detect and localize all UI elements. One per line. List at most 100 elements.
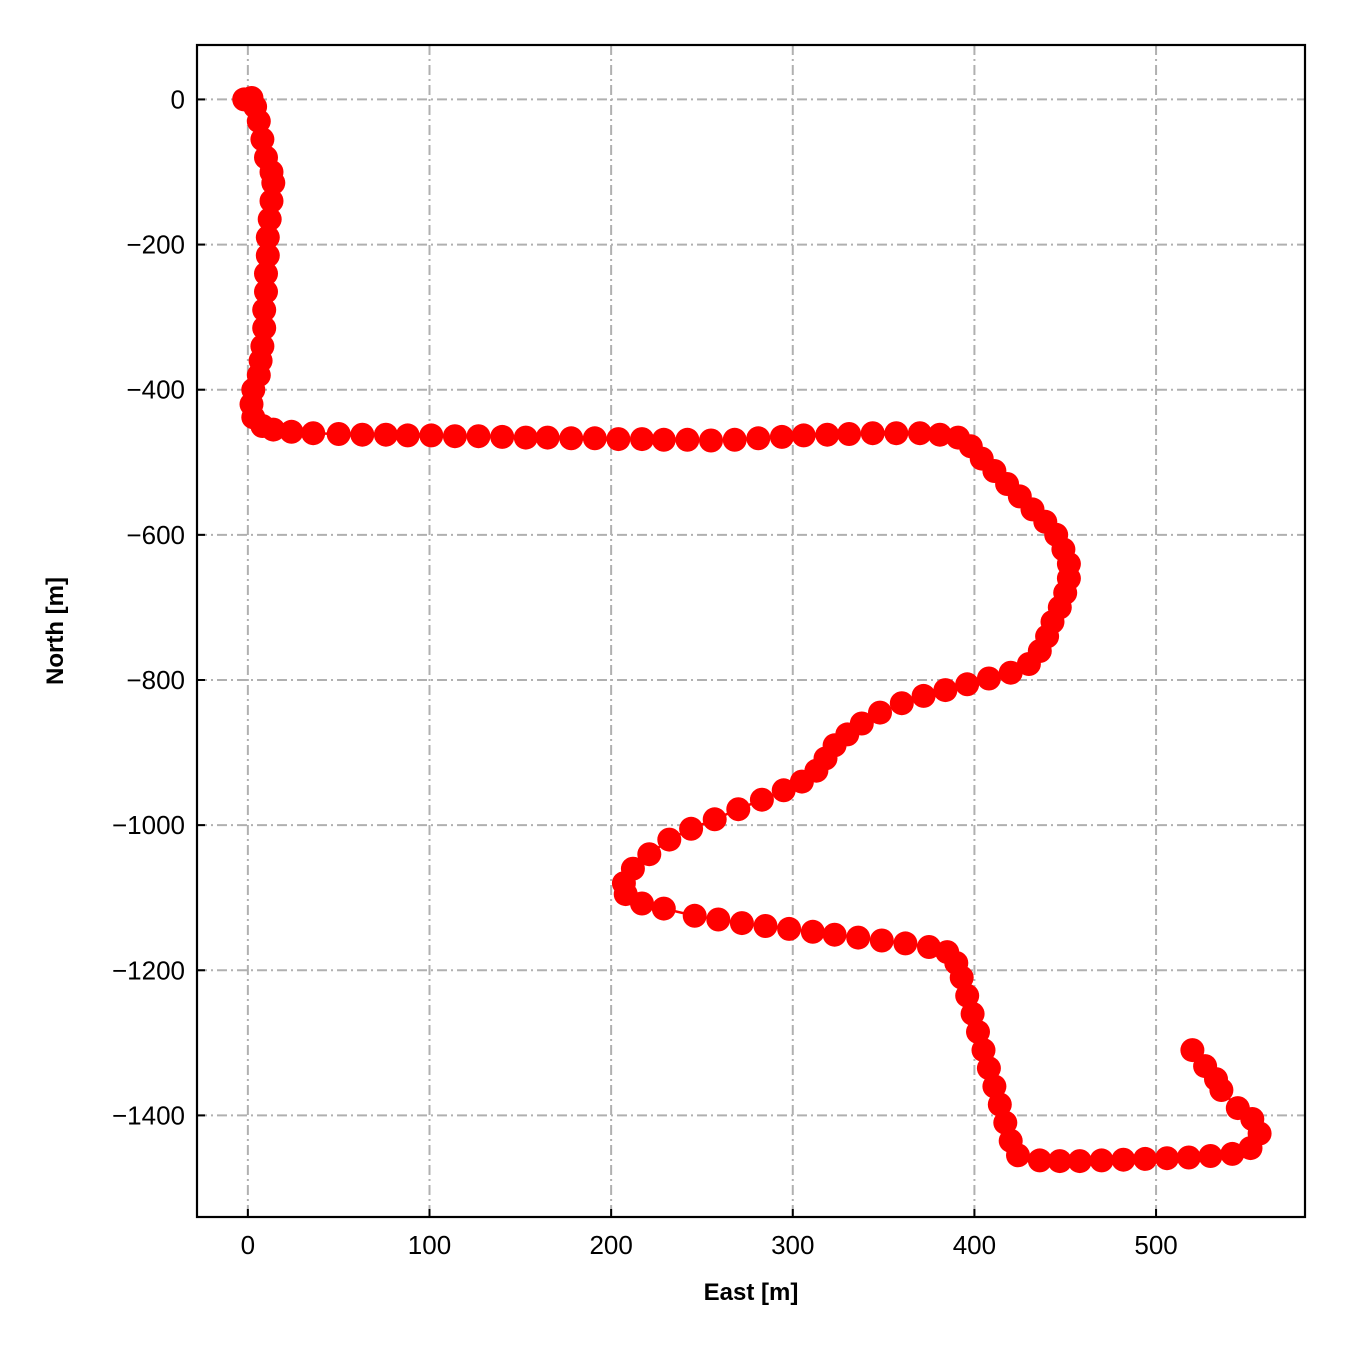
data-point bbox=[893, 931, 918, 956]
y-axis-title: North [m] bbox=[42, 577, 69, 685]
data-point bbox=[513, 425, 538, 450]
x-tick-label: 500 bbox=[1134, 1230, 1177, 1260]
x-tick-label: 200 bbox=[589, 1230, 632, 1260]
data-point bbox=[749, 787, 774, 812]
data-point bbox=[1198, 1144, 1223, 1168]
axis-ticks: 0 100 200 300 400 500 0 −200 −400 −600 −800 −1000 −1… bbox=[112, 84, 1178, 1260]
x-tick-label: 0 bbox=[241, 1230, 255, 1260]
data-point bbox=[442, 424, 467, 449]
data-point bbox=[395, 423, 420, 448]
data-point bbox=[769, 424, 794, 449]
data-point bbox=[789, 769, 814, 794]
data-point bbox=[254, 279, 278, 304]
data-point bbox=[259, 189, 284, 213]
data-point bbox=[917, 935, 941, 959]
x-axis-title: East [m] bbox=[704, 1279, 799, 1306]
y-tick-label: −600 bbox=[126, 520, 185, 550]
y-tick-label: −200 bbox=[126, 230, 185, 260]
data-point bbox=[1176, 1145, 1201, 1170]
data-point bbox=[490, 424, 515, 449]
data-point bbox=[1111, 1147, 1136, 1172]
data-point bbox=[250, 127, 275, 152]
data-point bbox=[255, 225, 280, 250]
y-tick-label: −800 bbox=[126, 665, 185, 695]
data-point bbox=[261, 170, 286, 195]
data-point bbox=[971, 1038, 996, 1063]
data-point bbox=[702, 807, 727, 832]
y-tick-label: 0 bbox=[171, 84, 185, 114]
data-point bbox=[254, 261, 278, 286]
data-point bbox=[800, 919, 825, 944]
data-point bbox=[261, 417, 286, 442]
data-point bbox=[651, 896, 676, 921]
data-point bbox=[699, 428, 723, 453]
data-point bbox=[255, 243, 280, 268]
data-point bbox=[279, 419, 304, 444]
data-point bbox=[837, 422, 862, 446]
data-point bbox=[559, 426, 584, 451]
data-point bbox=[419, 423, 444, 448]
data-point bbox=[582, 426, 607, 451]
data-point bbox=[535, 425, 560, 450]
data-point bbox=[1089, 1148, 1114, 1173]
data-point bbox=[791, 423, 816, 448]
data-point bbox=[373, 422, 398, 447]
data-point bbox=[822, 922, 847, 947]
data-point bbox=[1006, 1143, 1030, 1168]
x-tick-label: 400 bbox=[953, 1230, 996, 1260]
grid-lines bbox=[197, 45, 1305, 1217]
data-point bbox=[777, 916, 802, 941]
data-point bbox=[1067, 1149, 1092, 1174]
data-point bbox=[651, 427, 676, 452]
x-tick-label: 300 bbox=[771, 1230, 814, 1260]
data-point bbox=[771, 778, 796, 803]
data-point bbox=[326, 422, 351, 446]
plot-frame bbox=[195, 43, 1307, 1219]
x-tick-label: 100 bbox=[408, 1230, 451, 1260]
data-point bbox=[907, 421, 932, 446]
data-point bbox=[966, 1019, 990, 1044]
data-point bbox=[1133, 1146, 1158, 1171]
data-point bbox=[955, 672, 980, 697]
data-point bbox=[729, 911, 754, 936]
data-point bbox=[252, 297, 277, 322]
data-point bbox=[1155, 1146, 1179, 1171]
data-point bbox=[998, 660, 1023, 685]
y-tick-label: −1200 bbox=[112, 955, 185, 985]
data-point bbox=[746, 426, 771, 451]
y-tick-label: −400 bbox=[126, 375, 185, 405]
data-point bbox=[722, 427, 747, 452]
data-point bbox=[1016, 652, 1041, 676]
data-point bbox=[933, 678, 958, 703]
data-point bbox=[675, 427, 700, 452]
data-point bbox=[868, 700, 892, 725]
data-point bbox=[257, 207, 282, 232]
data-point bbox=[889, 691, 914, 716]
data-point bbox=[1047, 1149, 1072, 1174]
data-point bbox=[1193, 1054, 1218, 1079]
data-point bbox=[987, 1092, 1012, 1117]
data-point bbox=[860, 421, 885, 446]
data-point bbox=[869, 928, 894, 953]
data-point bbox=[976, 666, 1001, 691]
data-point bbox=[679, 816, 704, 841]
data-point bbox=[630, 427, 654, 452]
data-point bbox=[630, 891, 654, 916]
data-point bbox=[884, 421, 909, 446]
data-point bbox=[1225, 1096, 1250, 1121]
data-point bbox=[466, 424, 491, 449]
y-tick-label: −1400 bbox=[112, 1100, 185, 1130]
data-point bbox=[350, 422, 375, 447]
data-point bbox=[252, 316, 277, 340]
data-point bbox=[706, 907, 731, 932]
data-point bbox=[1027, 1148, 1052, 1173]
data-point bbox=[1180, 1038, 1205, 1063]
data-point bbox=[976, 1056, 1001, 1081]
data-point bbox=[960, 1001, 985, 1026]
data-point bbox=[753, 914, 778, 938]
data-point bbox=[726, 797, 751, 822]
data-point bbox=[911, 683, 936, 708]
data-point bbox=[606, 427, 631, 452]
